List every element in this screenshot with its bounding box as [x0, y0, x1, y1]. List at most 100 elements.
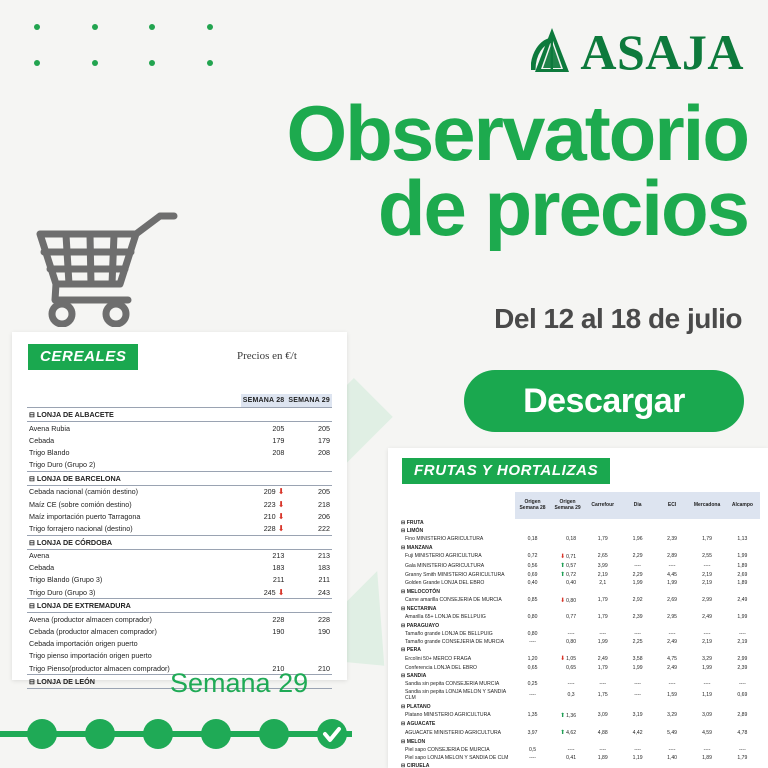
- group-label: LONJA DE BARCELONA: [27, 470, 241, 486]
- cell-eci: ----: [668, 746, 676, 753]
- trend-up-icon: ⬆: [560, 572, 566, 579]
- table-row: Sandia sin pepita CONSEJERIA MURCIA 0,25 -…: [400, 680, 760, 688]
- row-label: Fino MINISTERIO AGRICULTURA: [405, 536, 484, 543]
- cell-mercadona: 3,29: [702, 655, 712, 662]
- table-group-row: PERA: [400, 646, 760, 654]
- asaja-leaf-icon: [531, 28, 570, 72]
- cell-alcampo: 1,13: [737, 536, 748, 543]
- cell-semana-28: [241, 650, 287, 662]
- cell-semana-28: 228: [272, 614, 285, 624]
- group-label: AGUACATE: [400, 720, 515, 728]
- cell-mercadona: 2,19: [702, 571, 712, 578]
- cell-semana-28: 245 ⬇: [263, 587, 285, 597]
- trend-down-icon: ⬇: [277, 511, 285, 521]
- timeline-step-current[interactable]: [317, 719, 347, 749]
- table-group-row: SANDIA: [400, 672, 760, 680]
- cereales-table: SEMANA 28 SEMANA 29 LONJA DE ALBACETEAve…: [27, 394, 332, 690]
- cell-mercadona: ----: [703, 746, 711, 753]
- timeline-step-dot[interactable]: [201, 719, 231, 749]
- cell-carrefour: ----: [599, 681, 607, 688]
- frutas-hortalizas-card: FRUTAS Y HORTALIZAS Origen Semana 28 Orig…: [388, 448, 768, 768]
- cell-carrefour: 1,79: [597, 664, 608, 671]
- cell-eci: 3,29: [667, 712, 678, 719]
- cell-mercadona: 3,09: [702, 712, 712, 719]
- table-row: Conferencia LONJA DEL EBRO 0,65 0,65 1,79 1,…: [400, 664, 760, 672]
- table-row: Tamaño grande CONSEJERIA DE MURCIA ---- 0,…: [400, 638, 760, 646]
- timeline-step-dot[interactable]: [259, 719, 289, 749]
- table-group-row: FRUTA: [400, 519, 760, 527]
- cell-origen-semana-29: 0,80: [566, 638, 577, 645]
- cell-mercadona: 2,99: [702, 597, 712, 604]
- group-label: PARAGUAYO: [400, 621, 515, 629]
- row-label: Piel sapo LONJA MELON Y SANDIA DE CLM: [405, 754, 509, 761]
- cell-carrefour: 3,09: [597, 712, 608, 719]
- cell-dia: 2,29: [632, 553, 643, 560]
- trend-down-icon: ⬇: [560, 553, 566, 560]
- timeline-step-dot[interactable]: [27, 719, 57, 749]
- cell-carrefour: 1,75: [597, 692, 608, 699]
- cell-mercadona: ----: [703, 681, 711, 688]
- cell-origen-semana-29: ⬆0,57: [560, 563, 577, 570]
- table-group-row: LONJA DE LEÓN: [27, 674, 332, 690]
- cell-mercadona: 1,79: [702, 536, 712, 543]
- cell-semana-29: 205: [318, 423, 330, 433]
- cell-alcampo: ----: [738, 681, 746, 688]
- cell-semana-28: [241, 459, 287, 472]
- table-row: Maíz CE (sobre comión destino) 223 ⬇ 218: [27, 498, 332, 510]
- decorative-dot-grid: [34, 24, 264, 96]
- cell-origen-semana-28: 0,72: [527, 553, 538, 560]
- table-row: Cebada 183 183: [27, 562, 332, 574]
- cell-mercadona: 1,19: [702, 692, 712, 699]
- cell-origen-semana-28: 0,69: [527, 571, 538, 578]
- frutas-table: Origen Semana 28 Origen Semana 29 Carrefou…: [400, 492, 760, 768]
- cell-dia: 2,39: [632, 614, 643, 621]
- cell-semana-29: 190: [318, 627, 330, 637]
- cell-eci: ----: [668, 562, 676, 569]
- table-group-row: LIMÓN: [400, 527, 760, 535]
- cell-alcampo: 4,78: [737, 729, 748, 736]
- table-row: Cebada nacional (camión destino) 209 ⬇ 205: [27, 485, 332, 498]
- trend-down-icon: ⬇: [277, 487, 285, 497]
- cell-semana-29: 210: [318, 663, 330, 673]
- group-label: PLATANO: [400, 702, 515, 710]
- cell-mercadona: 2,19: [702, 638, 712, 645]
- cell-semana-29: 205: [318, 487, 330, 497]
- cell-eci: 2,49: [667, 638, 678, 645]
- table-row: Trigo Duro (Grupo 2): [27, 459, 332, 472]
- table-row: Platano MINISTERIO AGRICULTURA 1,35 ⬆1,36 3…: [400, 711, 760, 720]
- row-label: Maíz importación puerto Tarragona: [29, 511, 141, 521]
- cell-origen-semana-29: 0,65: [566, 664, 577, 671]
- cell-origen-semana-29: 0,41: [566, 754, 577, 761]
- cell-mercadona: 4,59: [702, 729, 712, 736]
- timeline-step-dot[interactable]: [143, 719, 173, 749]
- cell-alcampo: 2,39: [737, 664, 748, 671]
- cell-semana-28: 209 ⬇: [263, 487, 285, 497]
- cell-alcampo: 2,49: [737, 597, 748, 604]
- trend-up-icon: ⬆: [560, 730, 566, 737]
- cell-semana-28: 213: [272, 551, 285, 561]
- row-label: Trigo Duro (Grupo 2): [29, 460, 96, 470]
- cell-dia: 3,19: [632, 712, 643, 719]
- row-label: Maíz CE (sobre comión destino): [29, 499, 132, 509]
- cell-origen-semana-29: 0,18: [566, 536, 577, 543]
- cell-origen-semana-28: ----: [529, 692, 536, 699]
- table-row: Piel sapo CONSEJERIA DE MURCIA 0,5 ---- ---…: [400, 746, 760, 754]
- table-row: AGUACATE MINISTERIO AGRICULTURA 3,97 ⬆4,62…: [400, 728, 760, 737]
- cell-origen-semana-29: ⬇0,71: [560, 553, 577, 560]
- row-label: Avena Rubia: [29, 423, 71, 433]
- table-group-row: PARAGUAYO: [400, 621, 760, 629]
- page-title: Observatorio de precios: [0, 94, 750, 247]
- row-label: Golden Grande LONJA DEL EBRO: [405, 580, 485, 587]
- table-header-row: SEMANA 28 SEMANA 29: [27, 394, 332, 408]
- row-label: Sandia sin pepita CONSEJERIA MURCIA: [405, 681, 500, 688]
- table-row: Cebada importación origen puerto: [27, 638, 332, 650]
- row-label: Fuji MINISTERIO AGRICULTURA: [405, 553, 482, 560]
- col-blank: [27, 394, 241, 408]
- cell-carrefour: 2,19: [597, 571, 608, 578]
- trend-down-icon: ⬇: [277, 499, 285, 509]
- download-button[interactable]: Descargar: [464, 370, 744, 432]
- cell-origen-semana-29: ⬆1,36: [560, 712, 577, 719]
- cell-origen-semana-29: ⬇0,80: [560, 597, 577, 604]
- timeline-step-dot[interactable]: [85, 719, 115, 749]
- shopping-cart-icon: [36, 212, 178, 327]
